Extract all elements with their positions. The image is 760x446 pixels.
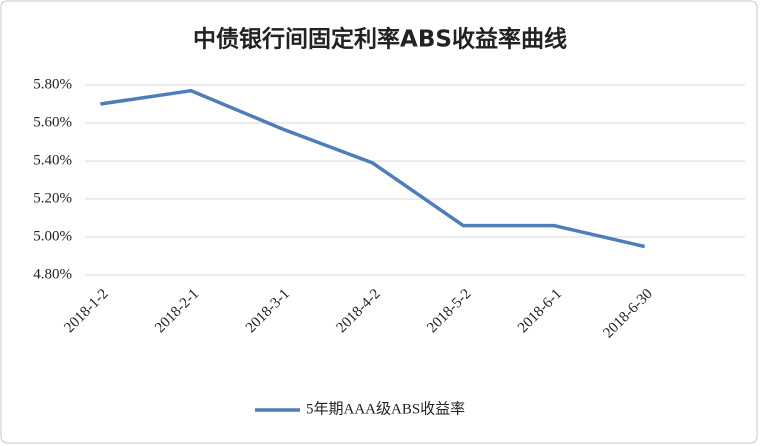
chart-title: 中债银行间固定利率ABS收益率曲线: [193, 26, 567, 53]
legend-label: 5年期AAA级ABS收益率: [306, 400, 465, 417]
series-line: [100, 88, 646, 249]
y-tick-label: 5.40%: [33, 152, 72, 168]
y-tick-label: 4.80%: [33, 266, 72, 282]
y-tick-label: 5.20%: [33, 190, 72, 206]
y-tick-label: 5.00%: [33, 228, 72, 244]
y-tick-label: 5.80%: [33, 76, 72, 92]
y-tick-label: 5.60%: [33, 114, 72, 130]
